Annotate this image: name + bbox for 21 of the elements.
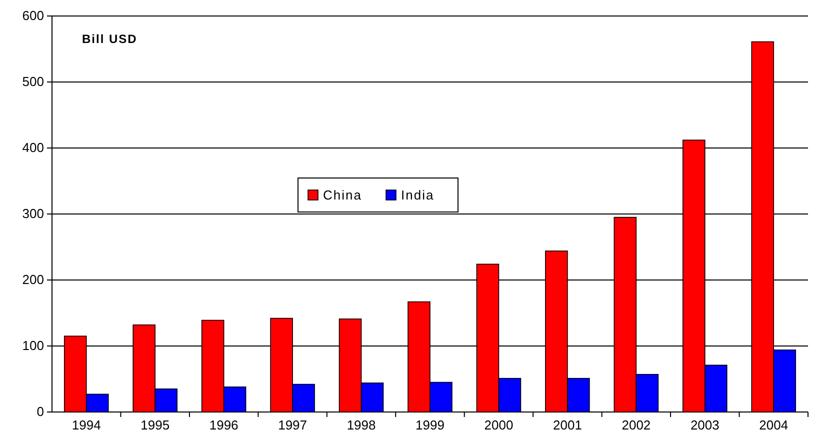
y-tick-label: 600 [22, 8, 44, 24]
x-tick-label: 2002 [622, 417, 651, 432]
y-tick-label: 500 [22, 74, 44, 90]
x-tick-label: 2001 [552, 417, 582, 432]
legend-label: India [401, 188, 434, 203]
legend-label: China [323, 188, 362, 203]
x-tick-label: 1999 [416, 417, 444, 432]
x-tick-label: 1996 [209, 417, 238, 432]
y-tick-label: 200 [22, 272, 44, 288]
y-tick-label: 400 [22, 140, 44, 156]
x-tick-label: 2003 [690, 417, 720, 432]
y-tick-label: 0 [36, 404, 44, 420]
x-tick-label: 1998 [346, 417, 376, 432]
x-tick-label: 1995 [140, 417, 170, 432]
x-tick-label: 1994 [72, 417, 101, 432]
x-tick-label: 2004 [759, 417, 788, 432]
x-tick-label: 2000 [484, 417, 514, 432]
x-tick-label: 1997 [278, 417, 308, 432]
y-tick-label: 100 [22, 338, 44, 354]
y-axis-title: Bill USD [82, 32, 138, 46]
y-tick-label: 300 [22, 206, 44, 222]
